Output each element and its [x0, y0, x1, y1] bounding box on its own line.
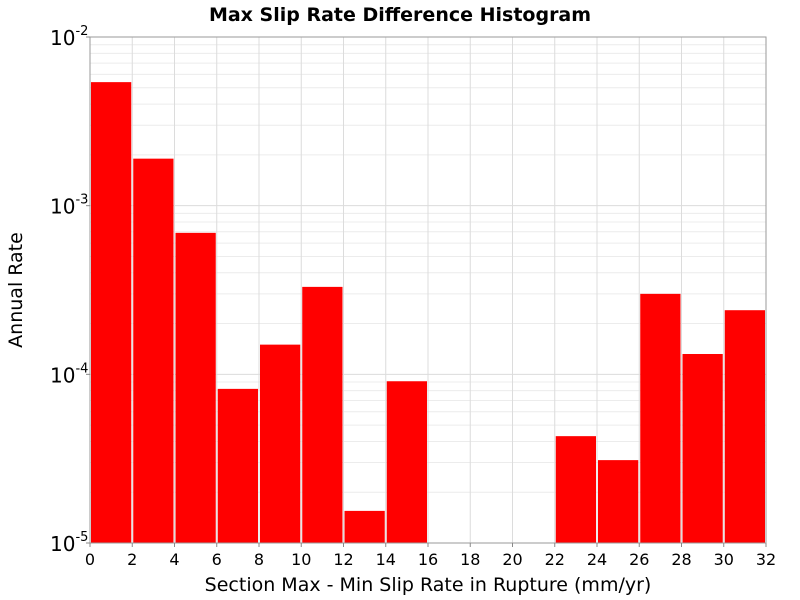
- y-tick-exponent: -5: [75, 530, 88, 545]
- bars: [91, 82, 765, 544]
- chart-title: Max Slip Rate Difference Histogram: [209, 4, 591, 26]
- x-axis-label: Section Max - Min Slip Rate in Rupture (…: [205, 574, 652, 596]
- x-tick-label: 10: [291, 550, 311, 569]
- y-axis-ticks: 10-210-310-410-5: [50, 24, 90, 556]
- x-tick-label: 22: [545, 550, 565, 569]
- histogram-bar: [344, 510, 385, 543]
- y-tick-base: 10: [50, 195, 75, 219]
- y-tick-exponent: -4: [75, 361, 88, 376]
- y-tick-base: 10: [50, 26, 75, 50]
- x-tick-label: 26: [629, 550, 649, 569]
- y-tick-base: 10: [50, 363, 75, 387]
- x-tick-label: 28: [671, 550, 691, 569]
- histogram-bar: [555, 436, 596, 543]
- x-tick-label: 12: [333, 550, 353, 569]
- y-tick-label: 10-3: [50, 193, 88, 219]
- y-tick-base: 10: [50, 532, 75, 556]
- x-tick-label: 14: [376, 550, 396, 569]
- x-tick-label: 20: [502, 550, 522, 569]
- histogram-bar: [386, 381, 427, 543]
- histogram-bar: [724, 310, 765, 543]
- y-tick-label: 10-5: [50, 530, 88, 556]
- histogram-bar: [91, 82, 132, 543]
- histogram-bar: [682, 353, 723, 543]
- histogram-bar: [260, 344, 301, 543]
- x-tick-label: 18: [460, 550, 480, 569]
- y-tick-label: 10-2: [50, 24, 88, 50]
- y-tick-exponent: -3: [75, 193, 88, 208]
- histogram-bar: [175, 232, 216, 543]
- x-tick-label: 6: [212, 550, 222, 569]
- y-tick-exponent: -2: [75, 24, 88, 39]
- x-tick-label: 30: [714, 550, 734, 569]
- x-tick-label: 4: [169, 550, 179, 569]
- x-axis-ticks: 0 2 4 6 8 10 12 14 16 18 20 22 24 26 28 30 32: [85, 543, 776, 569]
- histogram-bar: [640, 293, 681, 543]
- histogram-bar: [133, 158, 174, 544]
- x-tick-label: 2: [127, 550, 137, 569]
- y-axis-label: Annual Rate: [5, 232, 27, 348]
- x-tick-label: 32: [756, 550, 776, 569]
- histogram-bar: [598, 460, 639, 543]
- y-tick-label: 10-4: [50, 361, 88, 387]
- x-tick-label: 16: [418, 550, 438, 569]
- histogram-bar: [302, 286, 343, 543]
- x-tick-label: 0: [85, 550, 95, 569]
- histogram-bar: [217, 388, 258, 543]
- x-tick-label: 24: [587, 550, 607, 569]
- x-tick-label: 8: [254, 550, 264, 569]
